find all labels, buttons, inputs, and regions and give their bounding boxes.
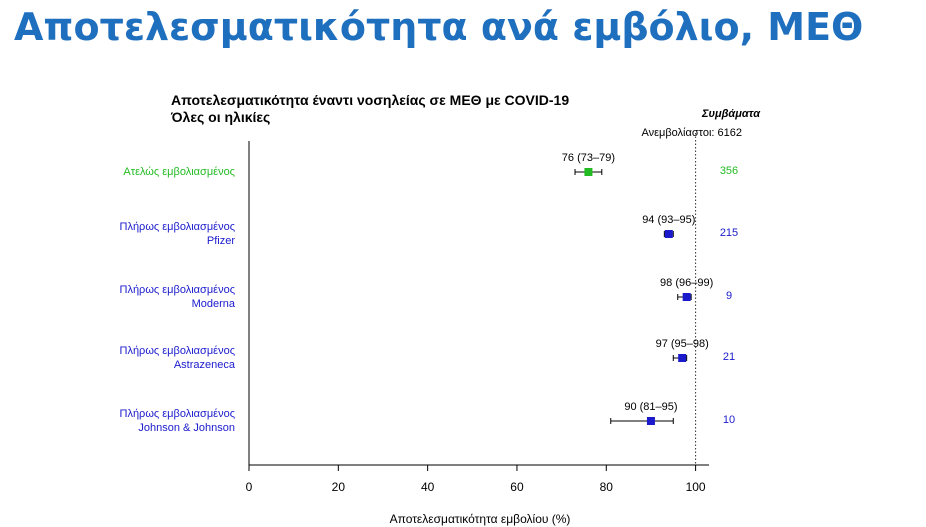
x-axis-title: Αποτελεσματικότητα εμβολίου (%) [389, 512, 571, 526]
point-estimate-marker [682, 293, 691, 301]
row-label-line: Πλήρως εμβολιασμένος [119, 408, 236, 420]
point-estimate-marker [646, 417, 655, 425]
x-tick-label: 60 [510, 480, 524, 494]
row-cases-value: 356 [719, 165, 739, 177]
row-cases-value: 9 [725, 290, 733, 302]
row-label-line: Πλήρως εμβολιασμένος [119, 284, 236, 296]
chart-subtitle: Όλες οι ηλικίες [171, 109, 271, 125]
chart-title: Αποτελεσματικότητα έναντι νοσηλείας σε Μ… [171, 92, 570, 108]
x-tick-label: 40 [421, 480, 435, 494]
unvaccinated-cases-label: Ανεμβολίαστοι: 6162 [560, 127, 742, 139]
point-estimate-marker [678, 354, 687, 362]
ci-text-label: 94 (93–95) [642, 214, 695, 226]
unvaccinated-count: 6162 [717, 127, 742, 139]
row-label-line: Astrazeneca [173, 359, 235, 371]
x-tick-label: 80 [600, 480, 614, 494]
ci-text-label: 98 (96–99) [660, 277, 713, 289]
x-tick-label: 20 [332, 480, 346, 494]
x-tick-label: 0 [246, 480, 253, 494]
ci-text-label: 90 (81–95) [624, 401, 677, 413]
row-cases-value: 21 [722, 351, 736, 363]
row-cases-value: 215 [719, 227, 739, 239]
chart-title-block: Αποτελεσματικότητα έναντι νοσηλείας σε Μ… [171, 92, 569, 126]
ci-text-label: 97 (95–98) [656, 338, 709, 350]
row-label-line: Ατελώς εμβολιασμένος [123, 166, 235, 178]
ci-text-label: 76 (73–79) [562, 152, 615, 164]
slide-title: Αποτελεσματικότητα ανά εμβόλιο, ΜΕΘ [14, 5, 864, 49]
row-label-line: Pfizer [206, 235, 235, 247]
row-label: Πλήρως εμβολιασμένος Astrazeneca [35, 344, 236, 372]
x-tick-label: 100 [686, 480, 706, 494]
point-estimate-marker [584, 168, 593, 176]
row-label-line: Πλήρως εμβολιασμένος [119, 221, 236, 233]
cases-column-header: Συμβάματα [701, 108, 761, 120]
point-estimate-marker [664, 230, 673, 238]
row-label-line: Πλήρως εμβολιασμένος [119, 345, 236, 357]
row-label: Ατελώς εμβολιασμένος [35, 165, 235, 179]
row-label: Πλήρως εμβολιασμένος Pfizer [35, 220, 236, 248]
unvaccinated-label: Ανεμβολίαστοι: [641, 127, 715, 139]
row-label: Πλήρως εμβολιασμένος Moderna [35, 283, 236, 311]
row-label: Πλήρως εμβολιασμένος Johnson & Johnson [35, 407, 236, 435]
row-label-line: Moderna [191, 298, 235, 310]
row-label-line: Johnson & Johnson [138, 422, 235, 434]
row-cases-value: 10 [722, 414, 736, 426]
